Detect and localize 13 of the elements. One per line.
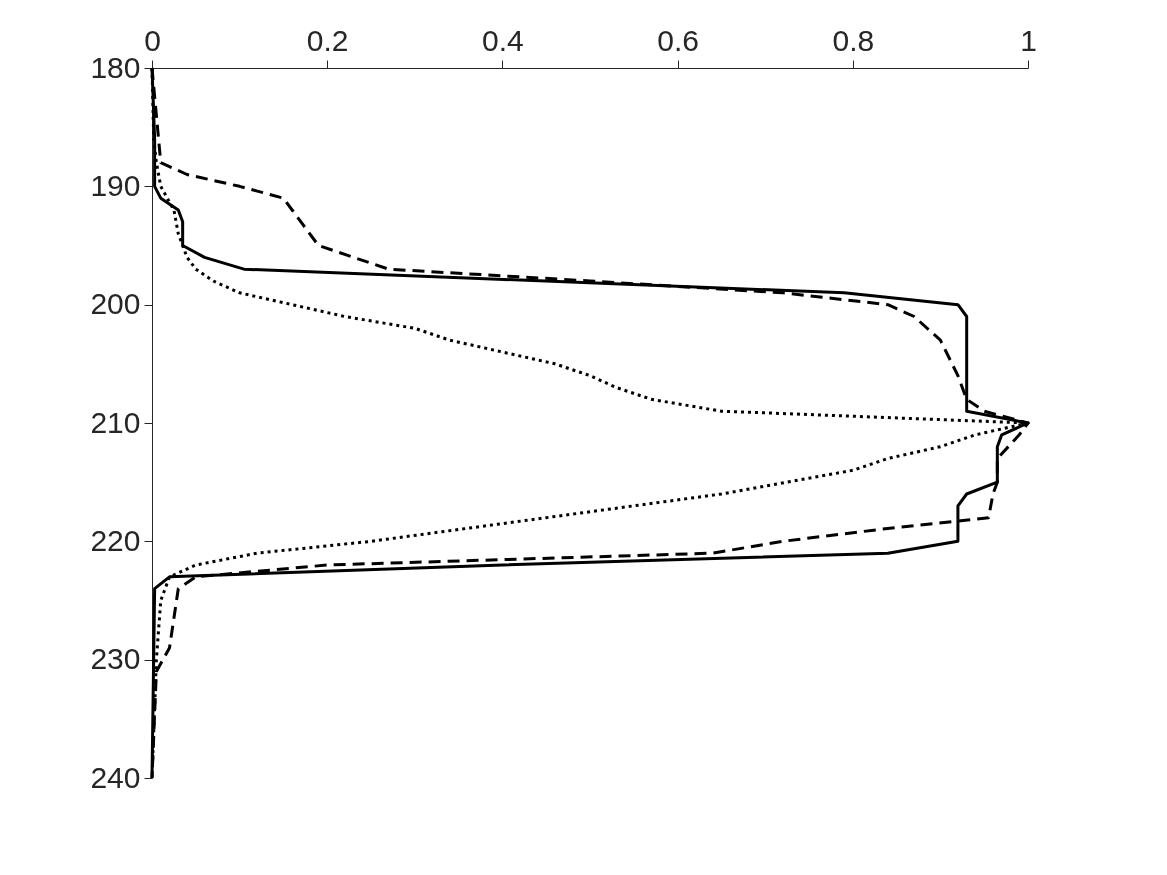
x-tick-label: 0.6 — [657, 23, 699, 57]
x-tick-label: 0.2 — [306, 23, 349, 57]
y-tick-label: 230 — [90, 642, 141, 676]
x-tick-label: 0.8 — [832, 23, 875, 57]
y-tick-label: 180 — [90, 50, 141, 84]
y-tick-label: 220 — [90, 523, 141, 557]
y-tick-label: 210 — [90, 405, 141, 439]
y-tick-label: 240 — [90, 760, 141, 794]
x-tick-label: 1 — [1020, 23, 1037, 57]
x-tick-label: 0.4 — [482, 23, 524, 57]
x-tick-label: 0 — [144, 23, 161, 57]
y-tick-label: 190 — [90, 168, 141, 202]
y-tick-label: 200 — [90, 287, 141, 321]
